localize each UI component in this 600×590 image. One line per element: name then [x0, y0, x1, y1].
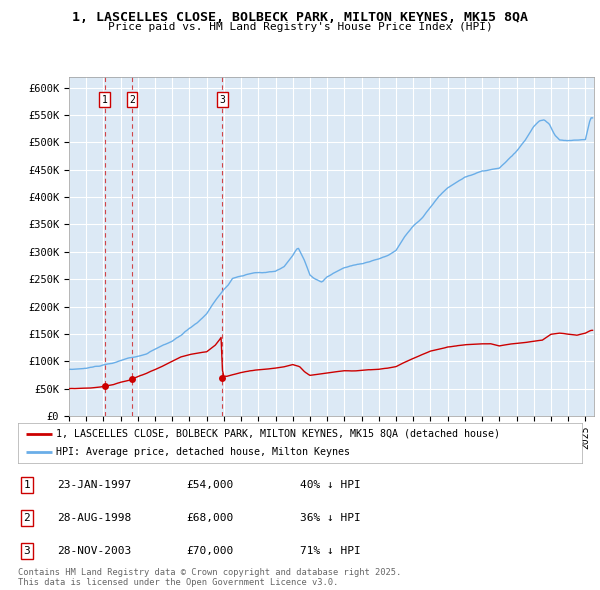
Text: Price paid vs. HM Land Registry's House Price Index (HPI): Price paid vs. HM Land Registry's House …: [107, 22, 493, 32]
Text: 1: 1: [23, 480, 31, 490]
Text: £70,000: £70,000: [186, 546, 233, 556]
Text: £54,000: £54,000: [186, 480, 233, 490]
Text: 2: 2: [23, 513, 31, 523]
Text: 40% ↓ HPI: 40% ↓ HPI: [300, 480, 361, 490]
Text: 2: 2: [129, 94, 135, 104]
Text: HPI: Average price, detached house, Milton Keynes: HPI: Average price, detached house, Milt…: [56, 447, 350, 457]
Text: Contains HM Land Registry data © Crown copyright and database right 2025.
This d: Contains HM Land Registry data © Crown c…: [18, 568, 401, 587]
Text: 23-JAN-1997: 23-JAN-1997: [57, 480, 131, 490]
Text: 1, LASCELLES CLOSE, BOLBECK PARK, MILTON KEYNES, MK15 8QA: 1, LASCELLES CLOSE, BOLBECK PARK, MILTON…: [72, 11, 528, 24]
Text: 1, LASCELLES CLOSE, BOLBECK PARK, MILTON KEYNES, MK15 8QA (detached house): 1, LASCELLES CLOSE, BOLBECK PARK, MILTON…: [56, 429, 500, 439]
Text: 36% ↓ HPI: 36% ↓ HPI: [300, 513, 361, 523]
Text: 71% ↓ HPI: 71% ↓ HPI: [300, 546, 361, 556]
Text: £68,000: £68,000: [186, 513, 233, 523]
Text: 1: 1: [101, 94, 107, 104]
Text: 28-NOV-2003: 28-NOV-2003: [57, 546, 131, 556]
Text: 28-AUG-1998: 28-AUG-1998: [57, 513, 131, 523]
Text: 3: 3: [220, 94, 226, 104]
Text: 3: 3: [23, 546, 31, 556]
